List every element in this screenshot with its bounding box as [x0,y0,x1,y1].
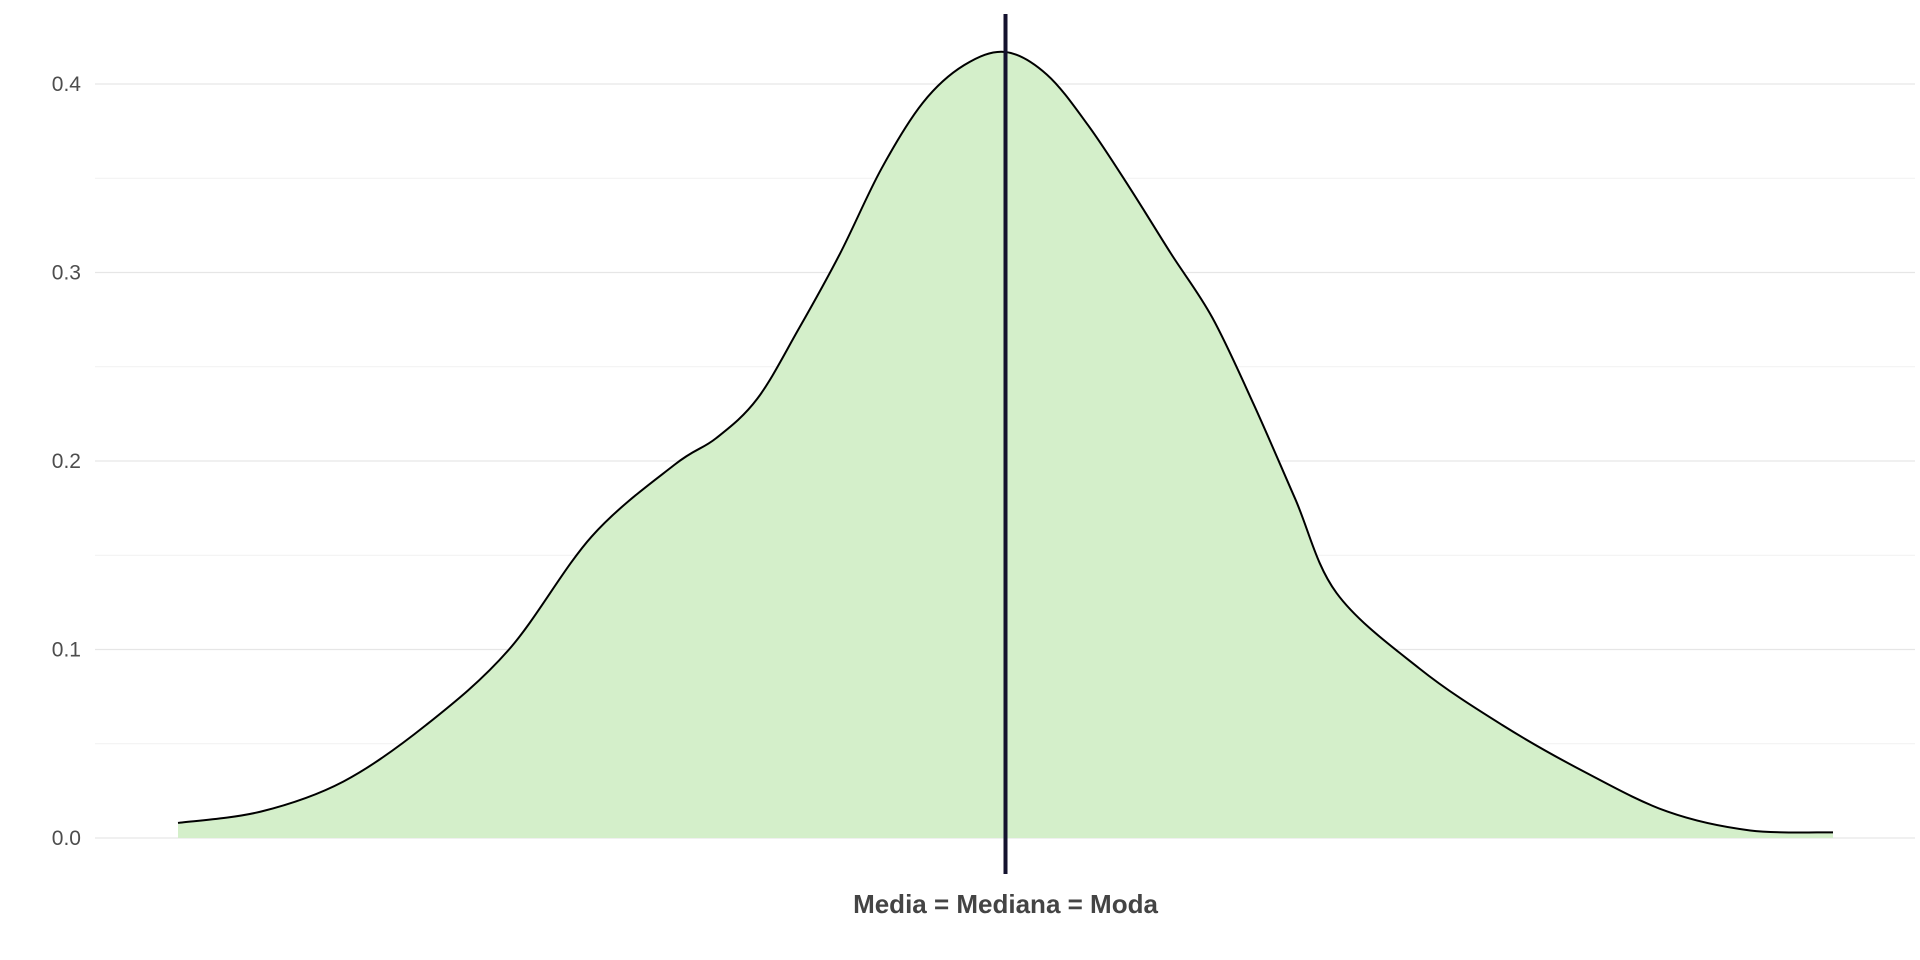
center-line-label: Media = Mediana = Moda [853,889,1158,919]
y-tick-label: 0.0 [52,827,81,850]
y-tick-label: 0.2 [52,450,81,473]
y-tick-label: 0.3 [52,262,81,285]
y-axis-tick-labels: 0.0 0.1 0.2 0.3 0.4 [52,73,82,850]
y-tick-label: 0.1 [52,639,81,662]
y-tick-label: 0.4 [52,73,82,96]
